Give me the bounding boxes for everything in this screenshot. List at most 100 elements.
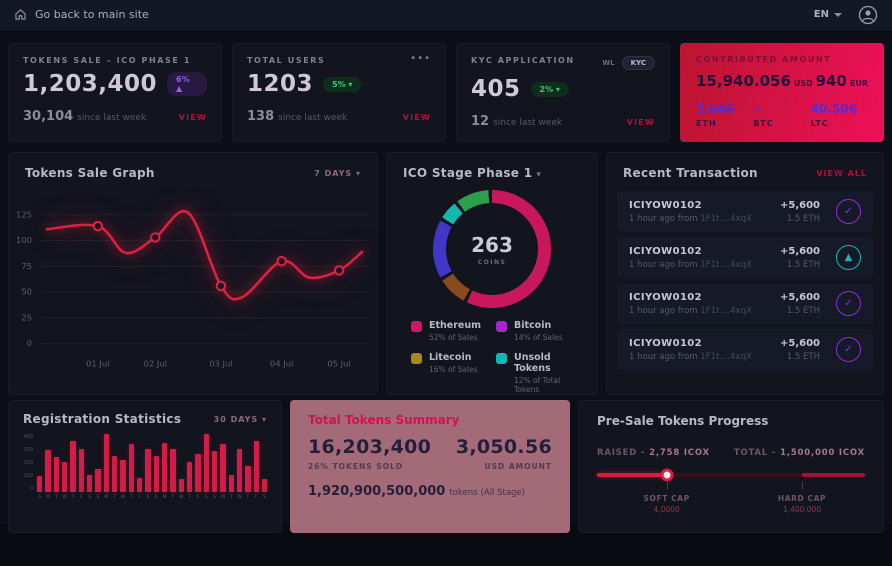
transaction-eth-amount: 1.5 ETH bbox=[786, 259, 820, 270]
more-options-icon[interactable]: ••• bbox=[410, 53, 431, 64]
transaction-eth-amount: 1.5 ETH bbox=[786, 351, 820, 362]
x-tick-label: T bbox=[246, 495, 250, 500]
legend-name: Bitcoin bbox=[514, 320, 552, 331]
ltc-amount: 40.506 LTC bbox=[810, 102, 857, 128]
registration-bar[interactable] bbox=[128, 444, 134, 492]
x-tick-label: T bbox=[71, 495, 75, 500]
registration-bar[interactable] bbox=[245, 465, 251, 492]
chevron-down-icon[interactable]: ▾ bbox=[536, 170, 542, 180]
back-to-main-site-link[interactable]: Go back to main site bbox=[14, 8, 149, 21]
wl-toggle-option[interactable]: WL bbox=[602, 59, 615, 67]
view-link[interactable]: VIEW bbox=[402, 113, 431, 122]
registration-bar[interactable] bbox=[95, 468, 101, 492]
registration-bar[interactable] bbox=[37, 476, 43, 492]
registration-bar[interactable] bbox=[53, 457, 59, 492]
svg-text:100: 100 bbox=[16, 235, 32, 245]
svg-text:0: 0 bbox=[27, 338, 32, 348]
registration-bar[interactable] bbox=[78, 448, 84, 492]
transaction-id: ICIYOW0102 bbox=[629, 199, 703, 211]
registration-bar[interactable] bbox=[136, 477, 143, 492]
registration-bar[interactable] bbox=[103, 434, 109, 492]
total-amount: TOTAL -1,500,000 ICOX bbox=[733, 448, 865, 458]
user-avatar[interactable] bbox=[858, 5, 878, 25]
panel-title: ICO Stage Phase 1 ▾ bbox=[403, 166, 542, 180]
legend-sub: 16% of Sales bbox=[429, 365, 478, 374]
softcap-label-group: SOFT CAP 4,0000 bbox=[643, 494, 690, 514]
svg-text:75: 75 bbox=[21, 261, 32, 271]
x-tick-label: T bbox=[188, 495, 191, 500]
x-tick-label: S bbox=[213, 495, 216, 500]
x-tick-label: M bbox=[104, 495, 109, 500]
chevron-down-icon bbox=[834, 12, 842, 17]
legend-swatch bbox=[496, 353, 507, 364]
view-link[interactable]: VIEW bbox=[178, 113, 207, 122]
contributed-amount-card: CONTRIBUTED AMOUNT 15,940.056 USD 940 EUR … bbox=[680, 43, 884, 142]
registration-bar[interactable] bbox=[203, 434, 209, 492]
language-selector[interactable]: EN bbox=[814, 9, 842, 20]
registration-bar[interactable] bbox=[45, 449, 51, 492]
registration-bar[interactable] bbox=[145, 448, 151, 492]
x-tick-label: F bbox=[138, 495, 141, 500]
registration-bar[interactable] bbox=[228, 474, 234, 492]
wl-kyc-toggle: WL KYC bbox=[602, 56, 655, 70]
view-all-link[interactable]: VIEW ALL bbox=[816, 168, 867, 178]
registration-bar[interactable] bbox=[253, 441, 259, 492]
kyc-toggle-option[interactable]: KYC bbox=[621, 56, 655, 70]
registration-bar[interactable] bbox=[220, 444, 226, 492]
x-tick-label: F bbox=[80, 495, 83, 500]
registration-bar[interactable] bbox=[236, 448, 243, 492]
delta-value: 30,104 since last week bbox=[23, 109, 147, 124]
registration-bar[interactable] bbox=[61, 461, 68, 492]
line-chart-marker[interactable] bbox=[276, 255, 287, 267]
range-dropdown[interactable]: 30 DAYS ▾ bbox=[213, 414, 267, 424]
registration-bar[interactable] bbox=[178, 478, 184, 492]
line-chart-marker[interactable] bbox=[92, 220, 104, 232]
transaction-eth-amount: 1.5 ETH bbox=[786, 213, 820, 224]
line-chart-marker[interactable] bbox=[150, 232, 161, 243]
registration-bar[interactable] bbox=[153, 455, 159, 492]
check-icon[interactable]: ✓ bbox=[836, 337, 861, 362]
slider-track[interactable] bbox=[597, 468, 865, 482]
total-users-card: TOTAL USERS ••• 1203 5% ▾ 138 since last … bbox=[232, 43, 446, 142]
view-link[interactable]: VIEW bbox=[626, 118, 655, 127]
delta-caption: since last week bbox=[278, 113, 348, 123]
slider-fill bbox=[597, 473, 667, 477]
registration-bar[interactable] bbox=[70, 441, 76, 492]
range-dropdown[interactable]: 7 DAYS ▾ bbox=[314, 168, 361, 178]
legend-swatch bbox=[496, 321, 507, 332]
crypto-amounts: 5.646 ETH ~ BTC 40.506 LTC bbox=[696, 102, 868, 128]
registration-bar[interactable] bbox=[261, 478, 268, 492]
home-icon bbox=[15, 9, 26, 20]
registration-bar[interactable] bbox=[195, 454, 201, 492]
ethereum-icon[interactable]: ▲ bbox=[836, 245, 861, 270]
y-tick-label: 400 bbox=[23, 434, 33, 440]
delta-value: 138 since last week bbox=[247, 109, 348, 124]
registration-bar[interactable] bbox=[120, 460, 126, 492]
transaction-row[interactable]: ICIYOW0102 1 hour ago from 1F1t....4xqX +5… bbox=[617, 237, 873, 278]
transaction-time: 1 hour ago from 1F1t....4xqX bbox=[629, 259, 752, 270]
registration-bar[interactable] bbox=[161, 442, 168, 492]
transaction-row[interactable]: ICIYOW0102 1 hour ago from 1F1t....4xqX +5… bbox=[617, 329, 873, 370]
registration-bar[interactable] bbox=[111, 455, 118, 492]
bar-chart-y-axis: 400 300 200 100 0 bbox=[23, 434, 37, 492]
line-chart-marker[interactable] bbox=[215, 280, 227, 292]
x-tick-label: S bbox=[146, 495, 150, 500]
transaction-row[interactable]: ICIYOW0102 1 hour ago from 1F1t....4xqX +5… bbox=[617, 283, 873, 324]
transaction-amount: +5,600 bbox=[779, 199, 820, 211]
x-tick-label: S bbox=[96, 495, 100, 500]
svg-text:01 Jul: 01 Jul bbox=[86, 359, 109, 369]
slider-handle[interactable] bbox=[660, 468, 674, 482]
registration-bar[interactable] bbox=[86, 474, 93, 492]
check-icon[interactable]: ✓ bbox=[836, 291, 861, 316]
registration-bar[interactable] bbox=[170, 448, 176, 492]
line-chart-marker[interactable] bbox=[333, 265, 345, 276]
user-icon bbox=[858, 5, 878, 24]
donut-center-caption: COINS bbox=[477, 258, 507, 266]
check-icon[interactable]: ✓ bbox=[836, 199, 861, 224]
registration-bar[interactable] bbox=[186, 461, 193, 492]
x-tick-label: W bbox=[120, 495, 126, 500]
tokens-sale-value: 1,203,400 bbox=[23, 71, 157, 97]
transaction-row[interactable]: ICIYOW0102 1 hour ago from 1F1t....4xqX +5… bbox=[617, 191, 873, 232]
registration-bar[interactable] bbox=[211, 451, 218, 492]
